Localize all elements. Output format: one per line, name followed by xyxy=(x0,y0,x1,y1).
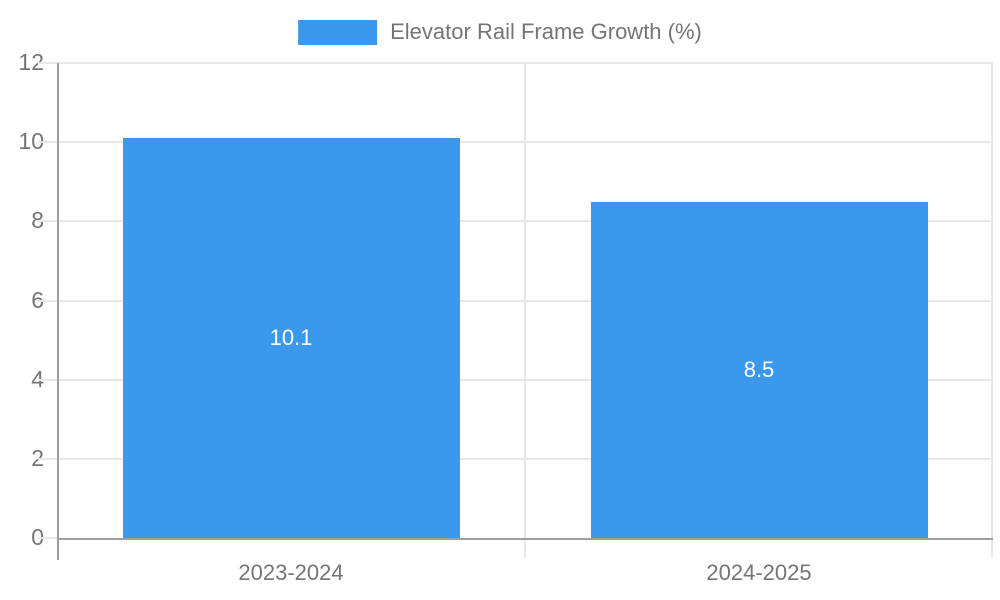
x-axis-line xyxy=(57,538,993,540)
legend-swatch xyxy=(298,19,378,45)
plot-area: 10.1 8.5 xyxy=(57,62,993,560)
bar-value-label: 8.5 xyxy=(743,356,775,382)
plot-right-border xyxy=(991,63,993,538)
x-tick-label-2024-2025: 2024-2025 xyxy=(706,560,812,585)
y-tick-label-10: 10 xyxy=(18,127,44,154)
x-tick-middle xyxy=(524,540,526,558)
y-tick-mark-12 xyxy=(38,62,57,64)
legend: Elevator Rail Frame Growth (%) xyxy=(298,19,702,45)
y-tick-mark-8 xyxy=(38,220,57,223)
y-tick-label-6: 6 xyxy=(0,288,44,311)
bar-2024-2025[interactable]: 8.5 xyxy=(590,201,928,538)
y-axis-line xyxy=(57,63,59,560)
y-tick-label-4: 4 xyxy=(0,367,44,390)
y-tick-label-8: 8 xyxy=(0,209,44,232)
legend-label: Elevator Rail Frame Growth (%) xyxy=(390,19,702,44)
y-tick-mark-4 xyxy=(38,378,57,381)
y-tick-mark-10 xyxy=(38,141,57,144)
y-tick-label-0: 0 xyxy=(0,525,44,549)
y-tick-label-2: 2 xyxy=(0,446,44,470)
x-tick-right xyxy=(991,540,993,558)
y-tick-mark-2 xyxy=(38,457,57,460)
y-tick-label-12: 12 xyxy=(18,48,44,75)
x-tick-label-2023-2024: 2023-2024 xyxy=(238,560,344,585)
bar-2023-2024[interactable]: 10.1 xyxy=(122,138,460,538)
vertical-gridline-middle xyxy=(524,63,526,538)
y-tick-mark-6 xyxy=(38,299,57,302)
bar-value-label: 10.1 xyxy=(269,325,313,351)
y-tick-mark-0 xyxy=(38,537,57,539)
